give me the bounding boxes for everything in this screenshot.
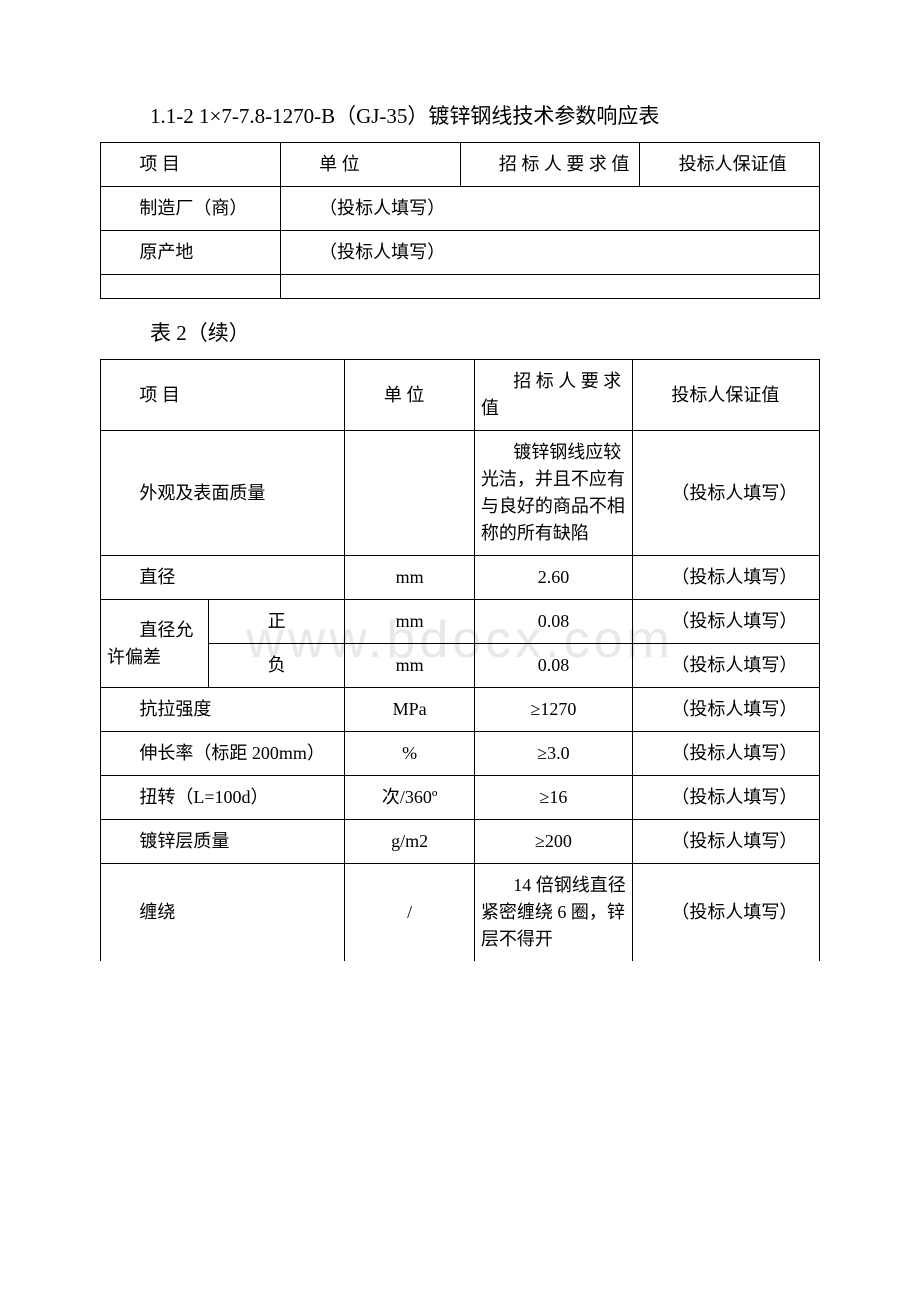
cell-origin-value: （投标人填写） [280, 231, 819, 275]
cell-tolerance-neg-label: 负 [208, 644, 345, 688]
cell-elongation-label: 伸长率（标距 200mm） [101, 732, 345, 776]
table-row: 原产地 （投标人填写） [101, 231, 820, 275]
cell-appearance-label: 外观及表面质量 [101, 431, 345, 556]
table-header-row: 项 目 单 位 招 标 人 要 求 值 投标人保证值 [101, 360, 820, 431]
cell-diameter-label: 直径 [101, 556, 345, 600]
cell-wrap-resp: （投标人填写） [633, 864, 820, 962]
cell-wrap-req: 14 倍钢线直径紧密缠绕 6 圈，锌层不得开 [474, 864, 632, 962]
cell-torsion-resp: （投标人填写） [633, 776, 820, 820]
cell-torsion-req: ≥16 [474, 776, 632, 820]
table-row: 镀锌层质量 g/m2 ≥200 （投标人填写） [101, 820, 820, 864]
cell-diameter-resp: （投标人填写） [633, 556, 820, 600]
cell-zinc-label: 镀锌层质量 [101, 820, 345, 864]
cell-tensile-req: ≥1270 [474, 688, 632, 732]
cell-wrap-unit: / [345, 864, 474, 962]
table-row: 抗拉强度 MPa ≥1270 （投标人填写） [101, 688, 820, 732]
cell-diameter-unit: mm [345, 556, 474, 600]
header-unit: 单 位 [345, 360, 474, 431]
cell-tolerance-pos-label: 正 [208, 600, 345, 644]
cell-tolerance-pos-req: 0.08 [474, 600, 632, 644]
cell-wrap-label: 缠绕 [101, 864, 345, 962]
table-row: 负 mm 0.08 （投标人填写） [101, 644, 820, 688]
cell-diameter-req: 2.60 [474, 556, 632, 600]
cell-elongation-resp: （投标人填写） [633, 732, 820, 776]
cell-elongation-unit: % [345, 732, 474, 776]
header-item: 项 目 [101, 143, 281, 187]
cell-zinc-resp: （投标人填写） [633, 820, 820, 864]
table-header-row: 项 目 单 位 招 标 人 要 求 值 投标人保证值 [101, 143, 820, 187]
header-response: 投标人保证值 [640, 143, 820, 187]
empty-cell [280, 275, 819, 299]
cell-tolerance-neg-unit: mm [345, 644, 474, 688]
cell-tensile-label: 抗拉强度 [101, 688, 345, 732]
table-row: 缠绕 / 14 倍钢线直径紧密缠绕 6 圈，锌层不得开 （投标人填写） [101, 864, 820, 962]
empty-cell [101, 275, 281, 299]
table-row: 制造厂（商） （投标人填写） [101, 187, 820, 231]
header-request: 招 标 人 要 求 值 [460, 143, 640, 187]
subtitle: 表 2（续） [150, 317, 820, 347]
cell-elongation-req: ≥3.0 [474, 732, 632, 776]
table-row: 伸长率（标距 200mm） % ≥3.0 （投标人填写） [101, 732, 820, 776]
table-row: 直径 mm 2.60 （投标人填写） [101, 556, 820, 600]
header-unit: 单 位 [280, 143, 460, 187]
cell-manufacturer-value: （投标人填写） [280, 187, 819, 231]
cell-tolerance-label: 直径允许偏差 [101, 600, 209, 688]
table-row: 扭转（L=100d） 次/360º ≥16 （投标人填写） [101, 776, 820, 820]
cell-tensile-unit: MPa [345, 688, 474, 732]
cell-torsion-unit: 次/360º [345, 776, 474, 820]
table-row-empty [101, 275, 820, 299]
cell-zinc-unit: g/m2 [345, 820, 474, 864]
cell-torsion-label: 扭转（L=100d） [101, 776, 345, 820]
header-response: 投标人保证值 [633, 360, 820, 431]
table-row: 直径允许偏差 正 mm 0.08 （投标人填写） [101, 600, 820, 644]
page-title: 1.1-2 1×7-7.8-1270-B（GJ-35）镀锌钢线技术参数响应表 [150, 100, 820, 130]
cell-appearance-resp: （投标人填写） [633, 431, 820, 556]
table-parameters: 项 目 单 位 招 标 人 要 求 值 投标人保证值 外观及表面质量 镀锌钢线应… [100, 359, 820, 961]
header-item: 项 目 [101, 360, 345, 431]
cell-tolerance-neg-req: 0.08 [474, 644, 632, 688]
cell-tolerance-pos-resp: （投标人填写） [633, 600, 820, 644]
header-request: 招 标 人 要 求 值 [474, 360, 632, 431]
table-row: 外观及表面质量 镀锌钢线应较光洁，并且不应有与良好的商品不相称的所有缺陷 （投标… [101, 431, 820, 556]
cell-tolerance-pos-unit: mm [345, 600, 474, 644]
cell-tolerance-neg-resp: （投标人填写） [633, 644, 820, 688]
cell-tensile-resp: （投标人填写） [633, 688, 820, 732]
cell-manufacturer-label: 制造厂（商） [101, 187, 281, 231]
cell-zinc-req: ≥200 [474, 820, 632, 864]
table-summary: 项 目 单 位 招 标 人 要 求 值 投标人保证值 制造厂（商） （投标人填写… [100, 142, 820, 299]
cell-appearance-unit [345, 431, 474, 556]
cell-appearance-req: 镀锌钢线应较光洁，并且不应有与良好的商品不相称的所有缺陷 [474, 431, 632, 556]
cell-origin-label: 原产地 [101, 231, 281, 275]
